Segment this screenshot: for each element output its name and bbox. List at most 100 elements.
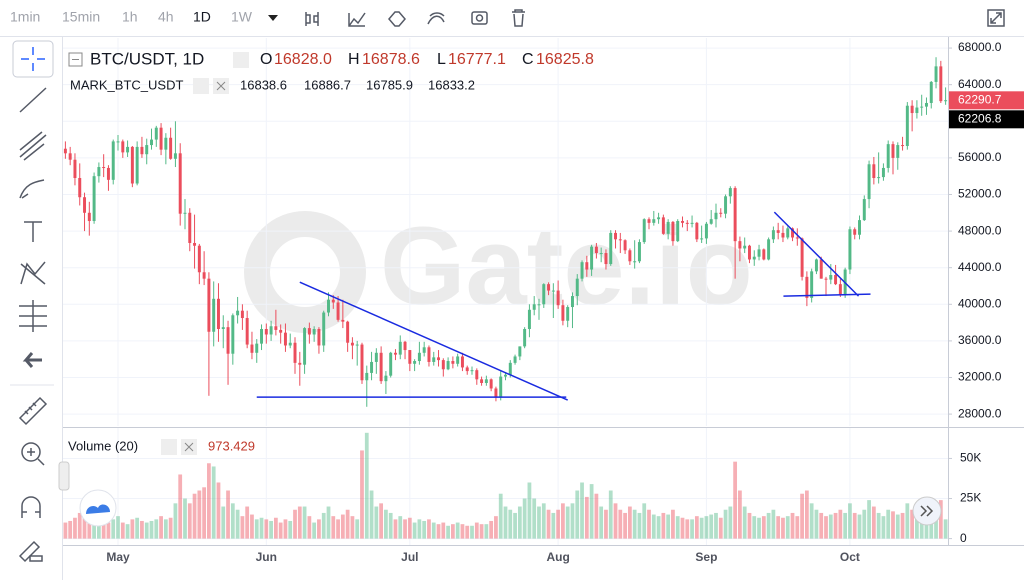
back-tool[interactable] [22,352,42,368]
candle-body [747,245,751,260]
candle-body [408,350,412,364]
interval-button[interactable]: 1min [10,9,40,25]
candle-body [370,361,374,373]
interval-button[interactable]: 1W [231,9,253,25]
ohlc-key: H [348,51,360,68]
candle-body [494,388,498,398]
candle-body [83,197,87,213]
candle-body [427,347,431,362]
volume-bar [436,524,441,539]
candle-body [781,232,785,238]
indicator-icon[interactable] [348,12,366,27]
hide-icon[interactable] [427,12,445,25]
fib-tool[interactable] [19,131,47,161]
candle-body [599,253,603,255]
dropdown-icon[interactable] [268,15,278,21]
volume-bar [106,522,111,539]
candle-body [881,167,885,178]
candle-body [250,344,254,353]
volume-bar [857,514,862,539]
volume-bar [207,463,211,539]
y-tick-label: 40000.0 [958,296,1002,310]
brush-tool[interactable] [19,179,45,199]
trendline-tool[interactable] [19,87,47,113]
delete-icon[interactable] [512,9,525,27]
interval-button[interactable]: 15min [62,9,100,25]
candle-body [360,344,364,381]
volume-bar [876,512,881,539]
candle-body [336,302,340,320]
candle-body [150,139,153,146]
settings-button[interactable] [233,52,249,68]
screenshot-icon[interactable] [471,11,488,25]
collapse-button[interactable] [68,52,83,67]
candle-body [896,145,900,158]
active-tool-frame[interactable] [12,40,54,78]
volume-bar [116,516,120,539]
volume-bar [685,519,690,539]
candle-body [618,239,622,241]
measure-tool[interactable] [19,300,47,332]
volume-bar [718,517,723,539]
volume-bar [833,512,838,539]
volume-bar [326,506,331,539]
candle-body [767,239,771,260]
close-glyph [184,442,194,452]
volume-bar [690,519,694,539]
candle-body [413,361,417,364]
volume-bar [474,522,479,539]
candle-body [279,329,283,333]
candle-body [901,145,905,147]
settings-button[interactable] [161,439,177,455]
interval-button[interactable]: 4h [158,9,174,25]
candle-body [193,242,197,246]
candle-body [188,212,192,243]
zoom-handle [27,448,45,466]
crosshair-tool[interactable] [21,47,45,71]
lock-tool[interactable] [18,540,43,563]
ruler-tool[interactable] [18,396,48,426]
candle-body [609,232,613,265]
candle-body [317,329,321,346]
candle-body [255,343,259,353]
candle-body [63,148,67,154]
interval-button[interactable]: 1h [122,9,138,25]
volume-bar [680,517,685,539]
candle-body [791,228,795,238]
text-tool[interactable] [24,221,42,242]
volume-bar [623,512,627,539]
volume-bar [924,517,929,539]
y-tick-label: 64000.0 [958,77,1002,91]
volume-bar [427,519,431,539]
candle-body [590,246,594,270]
candle-body [867,164,871,200]
fullscreen-icon[interactable] [987,9,1005,27]
volume-bar [388,512,393,539]
volume-bar [828,514,833,539]
volume-bar [379,503,384,539]
volume-bar [508,509,513,539]
volume-bar [714,512,718,539]
interval-button[interactable]: 1D [193,9,211,25]
candle-type-icon[interactable] [305,12,319,26]
candle-body [341,319,345,322]
volume-bar [230,503,235,539]
collapse-tab[interactable] [58,461,70,491]
volume-bar [637,512,642,539]
x-tick-label: Jul [401,550,418,564]
settings-button[interactable] [193,78,209,94]
zoom-tool[interactable] [21,442,41,462]
pattern-tool[interactable] [20,261,46,285]
candle-body [240,310,244,319]
candle-body [862,199,866,221]
volume-bar [250,514,254,539]
compare-icon[interactable] [388,11,406,27]
candle-body [810,271,814,298]
magnet-tool[interactable] [21,496,41,518]
volume-bar [340,514,345,539]
candle-body [145,145,149,155]
candle-body [532,304,536,310]
volume-bar [460,524,465,539]
candle-body [178,153,182,214]
candle-body [374,352,378,362]
